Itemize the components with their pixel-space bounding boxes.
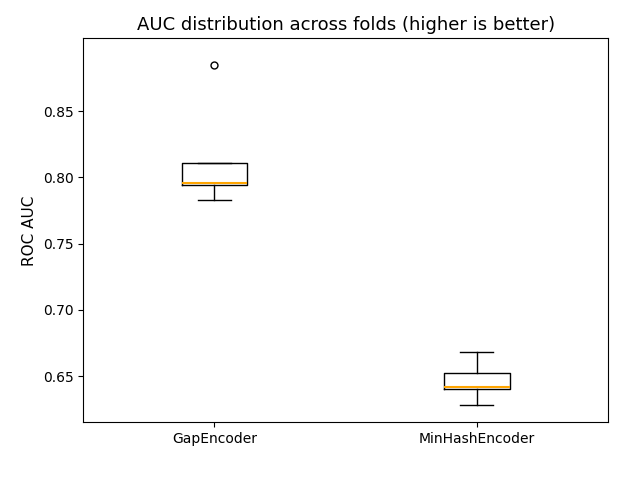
Y-axis label: ROC AUC: ROC AUC xyxy=(22,195,37,265)
Title: AUC distribution across folds (higher is better): AUC distribution across folds (higher is… xyxy=(136,16,555,34)
